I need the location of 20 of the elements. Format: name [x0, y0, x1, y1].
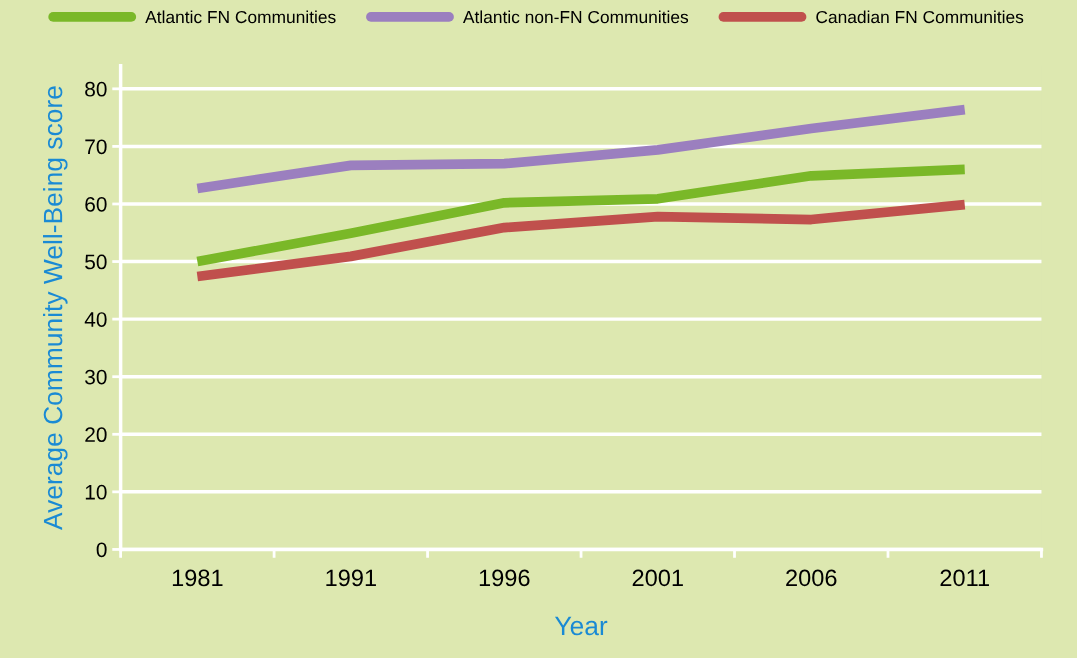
y-tick-label: 80 — [85, 81, 107, 97]
y-axis-title: Average Community Well-Being score — [42, 86, 68, 531]
x-tick-label: 1991 — [326, 569, 376, 587]
x-axis-title: Year — [554, 616, 608, 636]
x-tick-label: 2011 — [940, 569, 989, 587]
y-tick-label: 40 — [84, 312, 107, 327]
legend-label: Atlantic FN Communities — [145, 10, 336, 24]
y-tick-label: 20 — [85, 427, 107, 443]
y-tick-label: 30 — [85, 369, 107, 385]
y-tick-label: 60 — [85, 196, 107, 212]
y-tick-label: 0 — [96, 542, 107, 558]
legend-label: Atlantic non-FN Communities — [462, 10, 689, 24]
x-tick-label: 2006 — [786, 569, 837, 587]
y-tick-label: 50 — [85, 254, 107, 270]
x-tick-label: 1996 — [479, 569, 530, 587]
y-tick-label: 10 — [85, 484, 107, 500]
legend-label: Canadian FN Communities — [816, 10, 1024, 24]
x-tick-label: 1981 — [172, 569, 223, 587]
x-tick-label: 2001 — [632, 569, 683, 587]
y-tick-label: 70 — [85, 139, 107, 155]
